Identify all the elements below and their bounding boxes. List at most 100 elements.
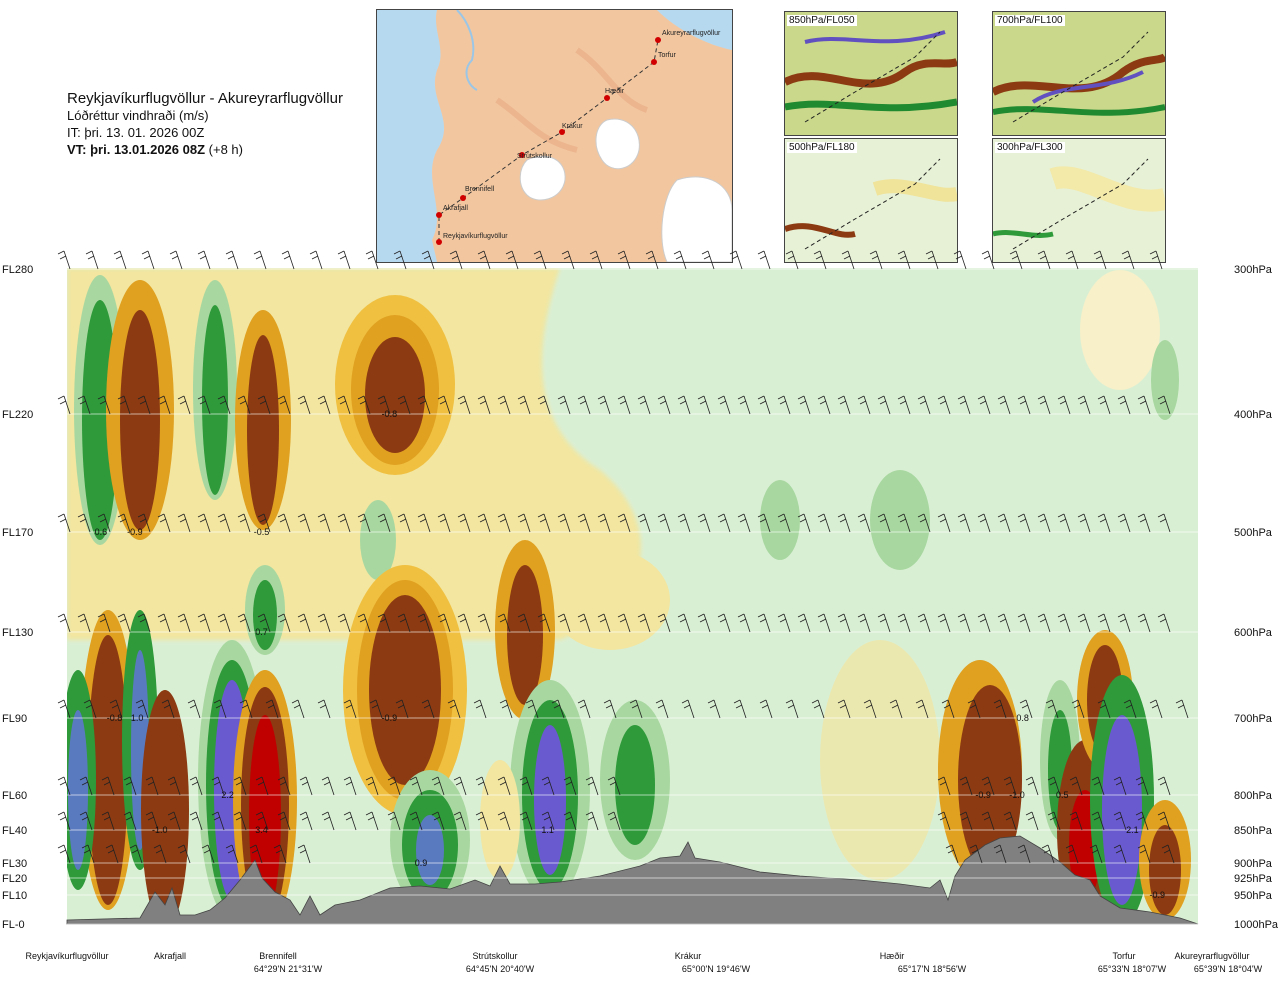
wind-barb [417, 613, 431, 633]
wind-barb [655, 699, 669, 719]
wind-barb [57, 844, 71, 864]
wind-barb [1135, 811, 1149, 831]
wind-barb [561, 250, 575, 270]
wind-barb [1137, 513, 1151, 533]
wind-barb [137, 613, 151, 633]
wind-barb [1037, 513, 1051, 533]
route-map: Akureyrarflugvöllur Torfur Hæðir Krákur … [376, 9, 733, 263]
wind-barb [897, 395, 911, 415]
wind-barb [857, 513, 871, 533]
mini-map-label: 700hPa/FL100 [995, 15, 1065, 26]
wind-barb [409, 776, 423, 796]
valid-time: VT: þri. 13.01.2026 08Z (+8 h) [67, 141, 343, 158]
wind-barb [317, 613, 331, 633]
wind-barb [239, 699, 253, 719]
wind-barb [1157, 395, 1171, 415]
wind-barb [297, 395, 311, 415]
wind-barb [197, 395, 211, 415]
wind-barb [1113, 811, 1127, 831]
value-label: 0.9 [415, 858, 428, 868]
wind-barb [1135, 776, 1149, 796]
wind-barb [1017, 513, 1031, 533]
wind-barb [101, 811, 115, 831]
wind-barb [603, 699, 617, 719]
wind-barb [517, 395, 531, 415]
wind-barb [177, 395, 191, 415]
wind-barb [109, 699, 123, 719]
right-axis-label: 300hPa [1234, 264, 1273, 276]
wind-barb [563, 811, 577, 831]
wind-barb [577, 513, 591, 533]
wind-barb [145, 811, 159, 831]
wind-barb [57, 699, 71, 719]
wind-barb [607, 776, 621, 796]
wind-barb [945, 844, 959, 864]
wind-barb [475, 811, 489, 831]
wind-barb [237, 513, 251, 533]
wind-barb [255, 811, 269, 831]
wind-barb [697, 513, 711, 533]
wind-barb [597, 513, 611, 533]
wind-barb [1037, 395, 1051, 415]
wind-barb [681, 699, 695, 719]
wind-barb [597, 395, 611, 415]
wind-barb [897, 250, 911, 270]
wind-barb [447, 699, 461, 719]
value-labels: -0.8 0.6 -0.9 -0.5 0.7 -0.8 1.0 -0.9 0.8 2.2 -0.9 -… [95, 409, 1165, 900]
wind-barb [79, 811, 93, 831]
wind-barb [617, 395, 631, 415]
wind-barb [177, 513, 191, 533]
wind-barb [257, 613, 271, 633]
waypoint-coordinate: 64°29'N 21°31'W [254, 964, 323, 974]
wind-barb [237, 395, 251, 415]
wind-barb [117, 395, 131, 415]
wind-barb [717, 513, 731, 533]
left-axis-label: FL170 [2, 527, 33, 539]
wind-barb [141, 250, 155, 270]
wind-barb [717, 613, 731, 633]
wind-barb [517, 613, 531, 633]
wind-barb [337, 613, 351, 633]
wind-barb [877, 613, 891, 633]
value-label: -1.0 [152, 825, 168, 835]
wind-barb [977, 513, 991, 533]
wind-barb [57, 395, 71, 415]
wind-barb [997, 395, 1011, 415]
wind-barb [57, 513, 71, 533]
wind-barb [717, 395, 731, 415]
wind-barb [1097, 699, 1111, 719]
wind-barb [321, 811, 335, 831]
wind-barb [277, 513, 291, 533]
wind-barb [477, 513, 491, 533]
wind-barb [997, 613, 1011, 633]
wind-barb [1091, 776, 1105, 796]
wind-barb [1077, 613, 1091, 633]
wind-barb [337, 513, 351, 533]
wind-barb [617, 250, 631, 270]
value-label: -1.0 [1009, 790, 1025, 800]
wind-barb [577, 699, 591, 719]
wind-barb [57, 613, 71, 633]
wind-barb [677, 395, 691, 415]
wind-barb [357, 395, 371, 415]
wind-barb [81, 844, 95, 864]
value-label: -0.8 [382, 409, 398, 419]
wind-barb [153, 844, 167, 864]
left-axis-label: FL-0 [2, 919, 25, 931]
wind-barb [397, 395, 411, 415]
wind-barb [497, 513, 511, 533]
wind-barb [477, 395, 491, 415]
wind-barb [317, 699, 331, 719]
wind-barb [1057, 613, 1071, 633]
grid-lines [67, 268, 1198, 925]
wind-barb [499, 699, 513, 719]
wind-barb [585, 776, 599, 796]
wind-barb [525, 699, 539, 719]
wind-barb [365, 811, 379, 831]
value-label: 0.5 [1056, 790, 1069, 800]
wind-barb [737, 613, 751, 633]
wind-barb [597, 613, 611, 633]
wind-barb [85, 250, 99, 270]
wind-barb [145, 776, 159, 796]
wind-barb [533, 250, 547, 270]
